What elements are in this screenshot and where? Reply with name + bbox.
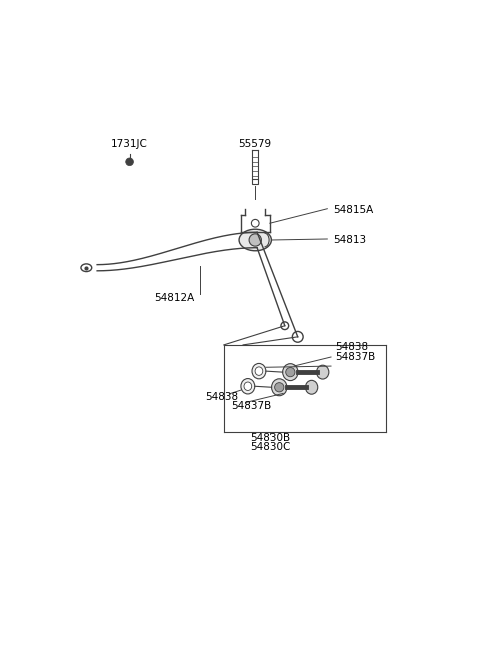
Ellipse shape xyxy=(272,379,287,396)
Circle shape xyxy=(286,367,295,377)
Text: 54837B: 54837B xyxy=(231,402,272,411)
Ellipse shape xyxy=(252,364,266,379)
Ellipse shape xyxy=(283,364,298,381)
Text: 55579: 55579 xyxy=(239,139,272,149)
Text: 54838: 54838 xyxy=(335,342,368,352)
Ellipse shape xyxy=(316,365,329,379)
Circle shape xyxy=(126,158,133,166)
Ellipse shape xyxy=(305,381,318,394)
Text: 54813: 54813 xyxy=(333,235,366,245)
Ellipse shape xyxy=(239,229,271,251)
Circle shape xyxy=(275,383,284,392)
Text: 54812A: 54812A xyxy=(154,293,194,303)
Text: 54837B: 54837B xyxy=(335,352,375,362)
Ellipse shape xyxy=(241,379,255,394)
Ellipse shape xyxy=(244,382,252,390)
Bar xyxy=(252,179,258,184)
Text: 54830C: 54830C xyxy=(250,441,290,452)
Text: 54838: 54838 xyxy=(205,392,239,402)
Text: 1731JC: 1731JC xyxy=(111,139,148,149)
Ellipse shape xyxy=(255,367,263,375)
Circle shape xyxy=(249,234,262,246)
Text: 54830B: 54830B xyxy=(250,433,290,443)
Text: 54815A: 54815A xyxy=(333,205,373,215)
